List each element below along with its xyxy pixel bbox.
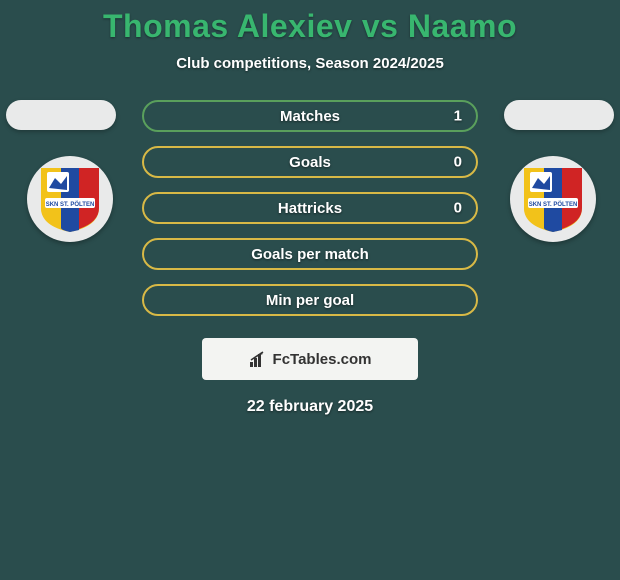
club-crest-icon: SKN ST. PÖLTEN [522,164,584,234]
club-badge-left: SKN ST. PÖLTEN [27,156,113,242]
fctables-brand-text: FcTables.com [273,351,372,368]
player-right-pill [504,100,614,130]
stat-row-goals: Goals 0 [142,146,478,178]
fctables-attribution[interactable]: FcTables.com [202,338,418,380]
stat-label: Goals [289,154,331,171]
stat-right-value: 0 [454,154,462,171]
subtitle: Club competitions, Season 2024/2025 [0,55,620,72]
stat-label: Goals per match [251,246,369,263]
stat-row-min-per-goal: Min per goal [142,284,478,316]
stat-label: Hattricks [278,200,342,217]
svg-text:SKN ST. PÖLTEN: SKN ST. PÖLTEN [529,201,578,208]
player-left-pill [6,100,116,130]
page-title: Thomas Alexiev vs Naamo [0,8,620,45]
club-crest-icon: SKN ST. PÖLTEN [39,164,101,234]
stat-label: Matches [280,108,340,125]
svg-text:SKN ST. PÖLTEN: SKN ST. PÖLTEN [46,201,95,208]
stats-section: SKN ST. PÖLTEN SKN ST. PÖLTEN M [0,100,620,316]
stat-label: Min per goal [266,292,354,309]
stat-right-value: 1 [454,108,462,125]
comparison-card: Thomas Alexiev vs Naamo Club competition… [0,0,620,416]
stat-row-hattricks: Hattricks 0 [142,192,478,224]
stat-row-goals-per-match: Goals per match [142,238,478,270]
stat-row-matches: Matches 1 [142,100,478,132]
stat-right-value: 0 [454,200,462,217]
club-badge-right: SKN ST. PÖLTEN [510,156,596,242]
fctables-logo-icon [249,350,267,368]
date-text: 22 february 2025 [0,398,620,416]
